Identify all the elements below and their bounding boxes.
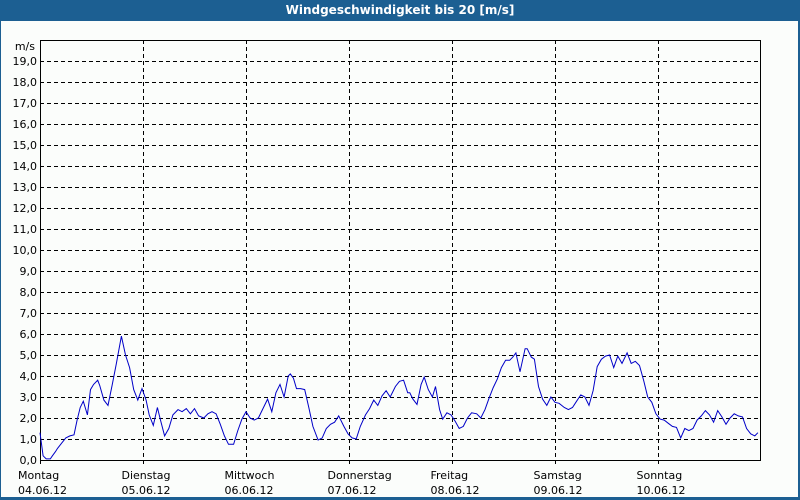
x-tick-date: 05.06.12 <box>122 484 171 497</box>
y-tick-label: 9,0 <box>20 265 38 278</box>
y-axis-tick-labels: 0,0 1,0 2,0 3,0 4,0 5,0 6,0 7,0 8,0 9,0 10,0 11,0 12… <box>13 55 38 467</box>
y-tick-label: 12,0 <box>13 202 38 215</box>
y-tick-label: 15,0 <box>13 139 38 152</box>
y-tick-label: 6,0 <box>20 328 38 341</box>
x-tick-date: 08.06.12 <box>431 484 480 497</box>
y-tick-label: 4,0 <box>20 370 38 383</box>
y-tick-label: 1,0 <box>20 433 38 446</box>
wind-speed-line <box>39 335 759 460</box>
y-tick-label: 19,0 <box>13 55 38 68</box>
x-tick-date: 10.06.12 <box>637 484 686 497</box>
x-tick-day: Dienstag <box>122 469 171 482</box>
x-tick-day: Samstag <box>534 469 582 482</box>
y-tick-label: 14,0 <box>13 160 38 173</box>
window-title: Windgeschwindigkeit bis 20 [m/s] <box>0 0 800 20</box>
x-tick-date: 04.06.12 <box>18 484 67 497</box>
y-tick-label: 0,0 <box>20 454 38 467</box>
horizontal-gridlines <box>40 61 760 440</box>
y-tick-label: 5,0 <box>20 349 38 362</box>
y-tick-label: 13,0 <box>13 181 38 194</box>
y-tick-label: 3,0 <box>20 391 38 404</box>
y-axis-unit-label: m/s <box>15 40 35 53</box>
y-tick-label: 11,0 <box>13 223 38 236</box>
x-axis-tick-labels: Montag 04.06.12 Dienstag 05.06.12 Mittwoch 06… <box>18 469 685 497</box>
x-tick-day: Mittwoch <box>225 469 275 482</box>
chart-panel <box>1 21 798 497</box>
y-tick-label: 10,0 <box>13 244 38 257</box>
x-tick-day: Donnerstag <box>328 469 392 482</box>
y-tick-label: 16,0 <box>13 118 38 131</box>
vertical-day-gridlines <box>40 40 659 464</box>
y-tick-label: 7,0 <box>20 307 38 320</box>
y-tick-label: 18,0 <box>13 76 38 89</box>
x-tick-date: 06.06.12 <box>225 484 274 497</box>
y-tick-label: 2,0 <box>20 412 38 425</box>
x-tick-date: 09.06.12 <box>534 484 583 497</box>
x-tick-date: 07.06.12 <box>328 484 377 497</box>
x-tick-day: Montag <box>18 469 59 482</box>
plot-area-frame <box>40 40 761 461</box>
y-tick-label: 8,0 <box>20 286 38 299</box>
x-tick-day: Freitag <box>431 469 469 482</box>
y-tick-label: 17,0 <box>13 97 38 110</box>
x-tick-day: Sonntag <box>637 469 683 482</box>
